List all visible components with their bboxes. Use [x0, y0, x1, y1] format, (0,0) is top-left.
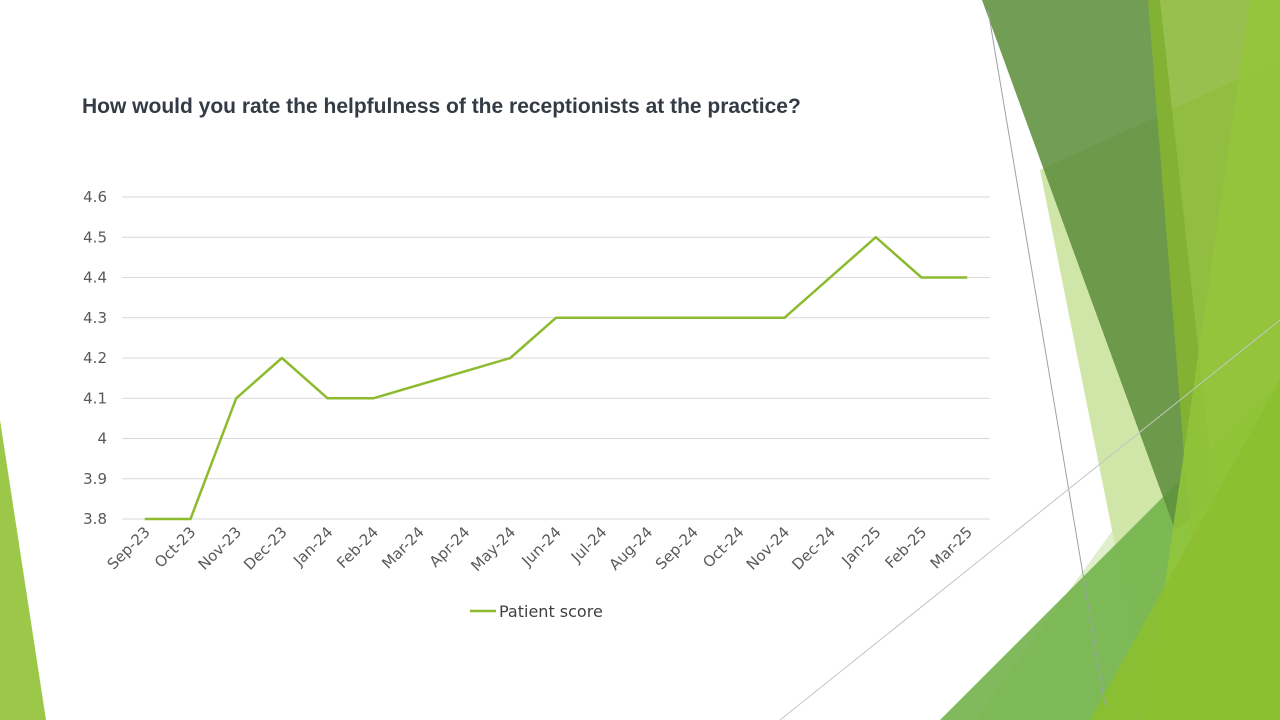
- y-tick-label: 4.5: [83, 228, 107, 246]
- x-tick-label: Dec-24: [788, 523, 839, 574]
- x-tick-label: Oct-23: [151, 523, 199, 571]
- x-tick-label: Dec-23: [240, 523, 291, 574]
- x-tick-label: Mar-24: [378, 523, 427, 572]
- chart-title: How would you rate the helpfulness of th…: [82, 95, 801, 118]
- x-tick-label: Feb-25: [881, 523, 930, 572]
- x-tick-label: Nov-23: [195, 523, 245, 573]
- x-tick-label: Jan-24: [289, 523, 336, 570]
- x-tick-label: Oct-24: [699, 523, 747, 571]
- x-tick-label: Nov-24: [743, 523, 793, 573]
- decor-thin-line-2: [779, 319, 1280, 720]
- series-layer: [144, 235, 968, 521]
- legend: Patient score: [470, 602, 603, 621]
- x-tick-label: Jun-24: [517, 523, 564, 570]
- y-tick-label: 4.2: [83, 349, 107, 367]
- y-tick-label: 3.8: [83, 510, 107, 528]
- y-tick-label: 4.1: [83, 389, 107, 407]
- x-tick-label: Sep-24: [652, 523, 702, 573]
- y-axis-ticks: 3.8 3.9 4 4.1 4.2 4.3 4.4 4.5 4.6: [83, 188, 107, 528]
- decor-left-sliver: [0, 420, 46, 720]
- legend-label: Patient score: [499, 602, 603, 621]
- decor-dark-band: [982, 0, 1215, 530]
- gridlines: [122, 196, 990, 520]
- x-tick-label: May-24: [467, 523, 519, 575]
- y-tick-label: 4.4: [83, 269, 107, 287]
- y-tick-label: 4.3: [83, 309, 107, 327]
- y-tick-label: 4.6: [83, 188, 107, 206]
- decor-bottom-green: [1090, 380, 1280, 720]
- x-tick-label: Jan-25: [838, 523, 885, 570]
- x-tick-label: Sep-23: [104, 523, 154, 573]
- x-tick-label: Jul-24: [567, 523, 611, 567]
- x-tick-label: Aug-24: [605, 523, 656, 574]
- decor-thin-line-1: [987, 9, 1106, 706]
- y-tick-label: 4: [97, 430, 107, 448]
- x-tick-label: Feb-24: [333, 523, 382, 572]
- series-line-patient-score: [144, 235, 968, 521]
- x-tick-label: Apr-24: [426, 523, 474, 571]
- y-tick-label: 3.9: [83, 470, 107, 488]
- x-tick-label: Mar-25: [927, 523, 976, 572]
